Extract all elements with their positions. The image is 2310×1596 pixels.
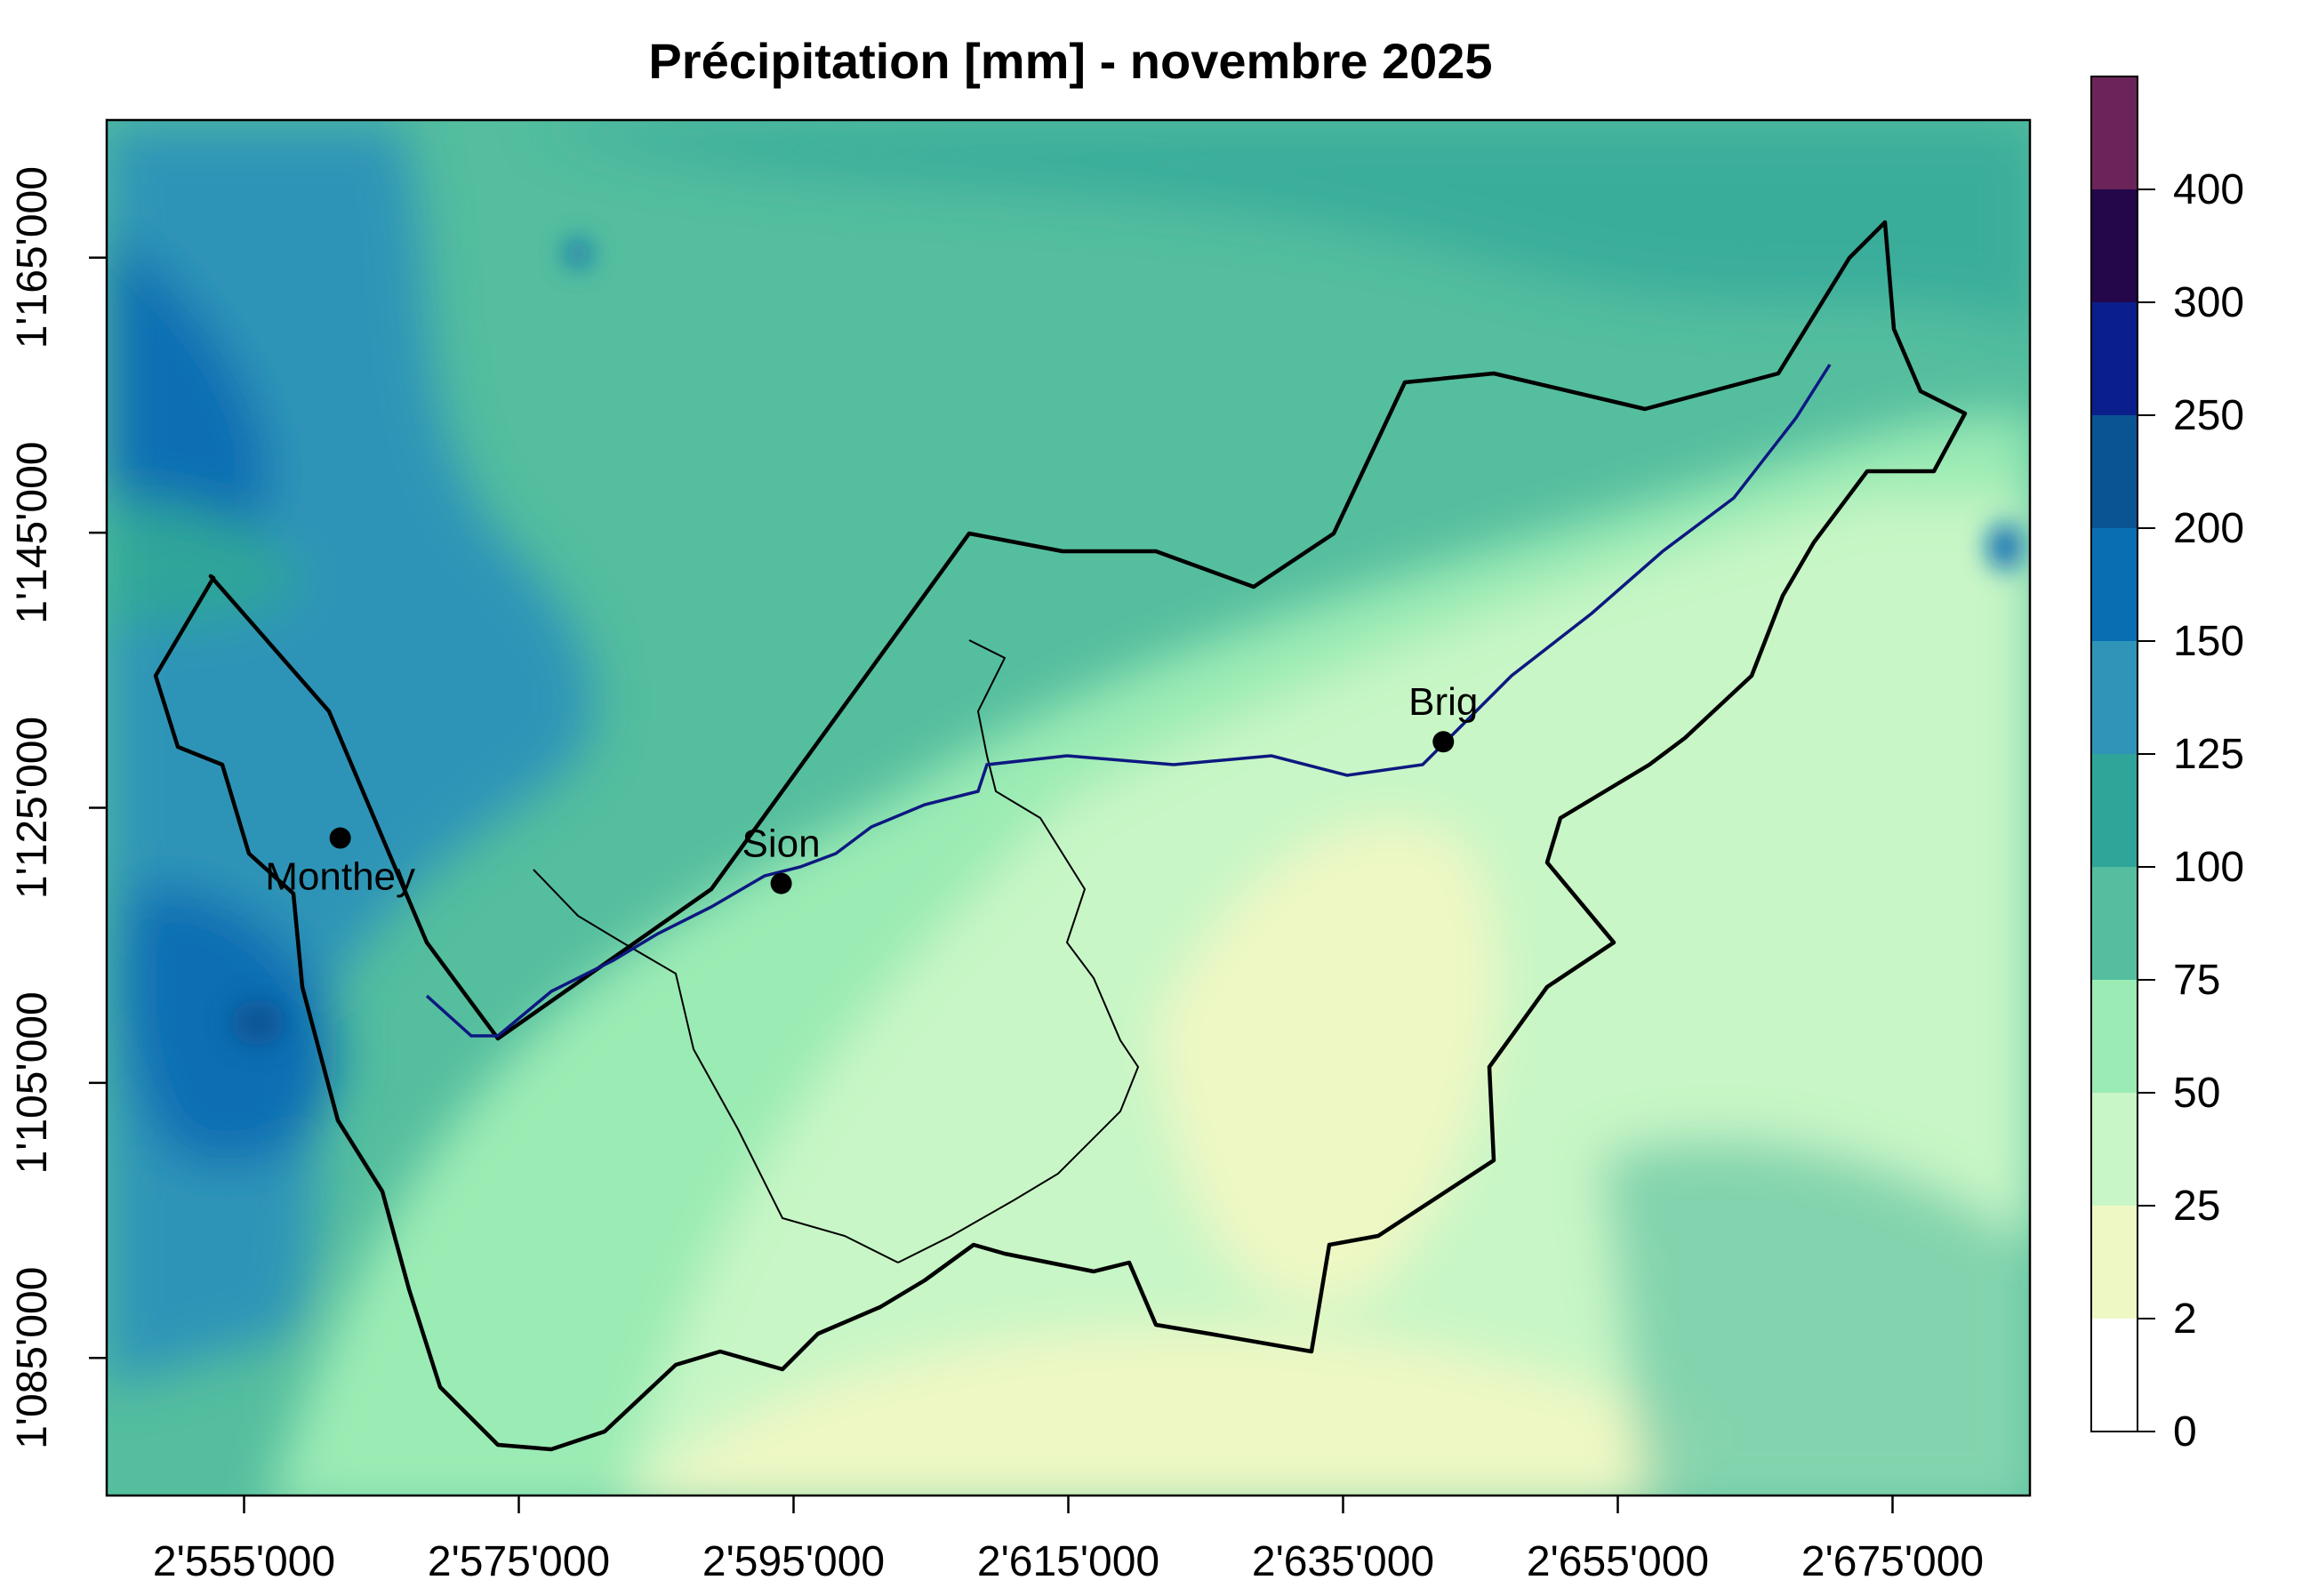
legend-swatch: [2091, 415, 2138, 528]
color-legend: 0 2 25 50 75 100 125 150 200 250 300 400: [2090, 76, 2244, 1456]
legend-label: 150: [2173, 618, 2244, 665]
legend-swatch: [2091, 1093, 2138, 1206]
x-axis: 2'555'000 2'575'000 2'595'000 2'615'000 2'63…: [153, 1496, 1984, 1585]
legend-swatch: [2091, 1206, 2138, 1319]
precipitation-field: [107, 120, 2030, 1496]
x-tick-label: 2'555'000: [153, 1538, 335, 1585]
legend-swatch: [2091, 867, 2138, 980]
city-point: [329, 827, 351, 849]
legend-swatch: [2091, 980, 2138, 1093]
district-borders: [533, 639, 1140, 1263]
legend-label: 75: [2173, 957, 2220, 1004]
x-tick-label: 2'655'000: [1527, 1538, 1709, 1585]
legend-label: 125: [2173, 731, 2244, 778]
legend-label: 250: [2173, 392, 2244, 439]
legend-label: 0: [2173, 1408, 2197, 1456]
y-tick-label: 1'145'000: [9, 441, 56, 623]
city-markers: Monthey Sion Brig: [265, 680, 1478, 898]
legend-label: 2: [2173, 1295, 2197, 1343]
legend-label: 400: [2173, 166, 2244, 213]
city-label: Sion: [742, 822, 821, 866]
legend-label: 100: [2173, 844, 2244, 891]
y-tick-label: 1'165'000: [9, 166, 56, 349]
legend-swatch: [2091, 528, 2138, 641]
legend-swatch: [2091, 754, 2138, 867]
x-tick-label: 2'575'000: [428, 1538, 610, 1585]
legend-label: 200: [2173, 505, 2244, 552]
legend-swatch: [2091, 189, 2138, 302]
x-tick-label: 2'635'000: [1252, 1538, 1434, 1585]
x-tick-label: 2'675'000: [1801, 1538, 1984, 1585]
legend-swatch: [2091, 641, 2138, 754]
legend-swatch: [2091, 1319, 2138, 1432]
y-tick-label: 1'085'000: [9, 1267, 56, 1449]
y-tick-label: 1'125'000: [9, 717, 56, 899]
y-tick-label: 1'105'000: [9, 991, 56, 1174]
x-tick-label: 2'615'000: [977, 1538, 1159, 1585]
legend-swatch: [2091, 302, 2138, 415]
legend-swatch: [2091, 76, 2138, 189]
rhone-river: [425, 364, 1832, 1038]
legend-label: 25: [2173, 1183, 2220, 1230]
city-label: Monthey: [265, 855, 415, 899]
canton-border: [153, 220, 1968, 1452]
legend-label: 50: [2173, 1070, 2220, 1117]
x-tick-label: 2'595'000: [702, 1538, 885, 1585]
map-title: Précipitation [mm] - novembre 2025: [648, 33, 1492, 89]
y-axis: 1'085'000 1'105'000 1'125'000 1'145'000 1'16…: [9, 166, 107, 1449]
city-point: [770, 872, 792, 894]
legend-label: 300: [2173, 279, 2244, 326]
city-label: Brig: [1408, 680, 1478, 724]
city-point: [1432, 731, 1455, 753]
